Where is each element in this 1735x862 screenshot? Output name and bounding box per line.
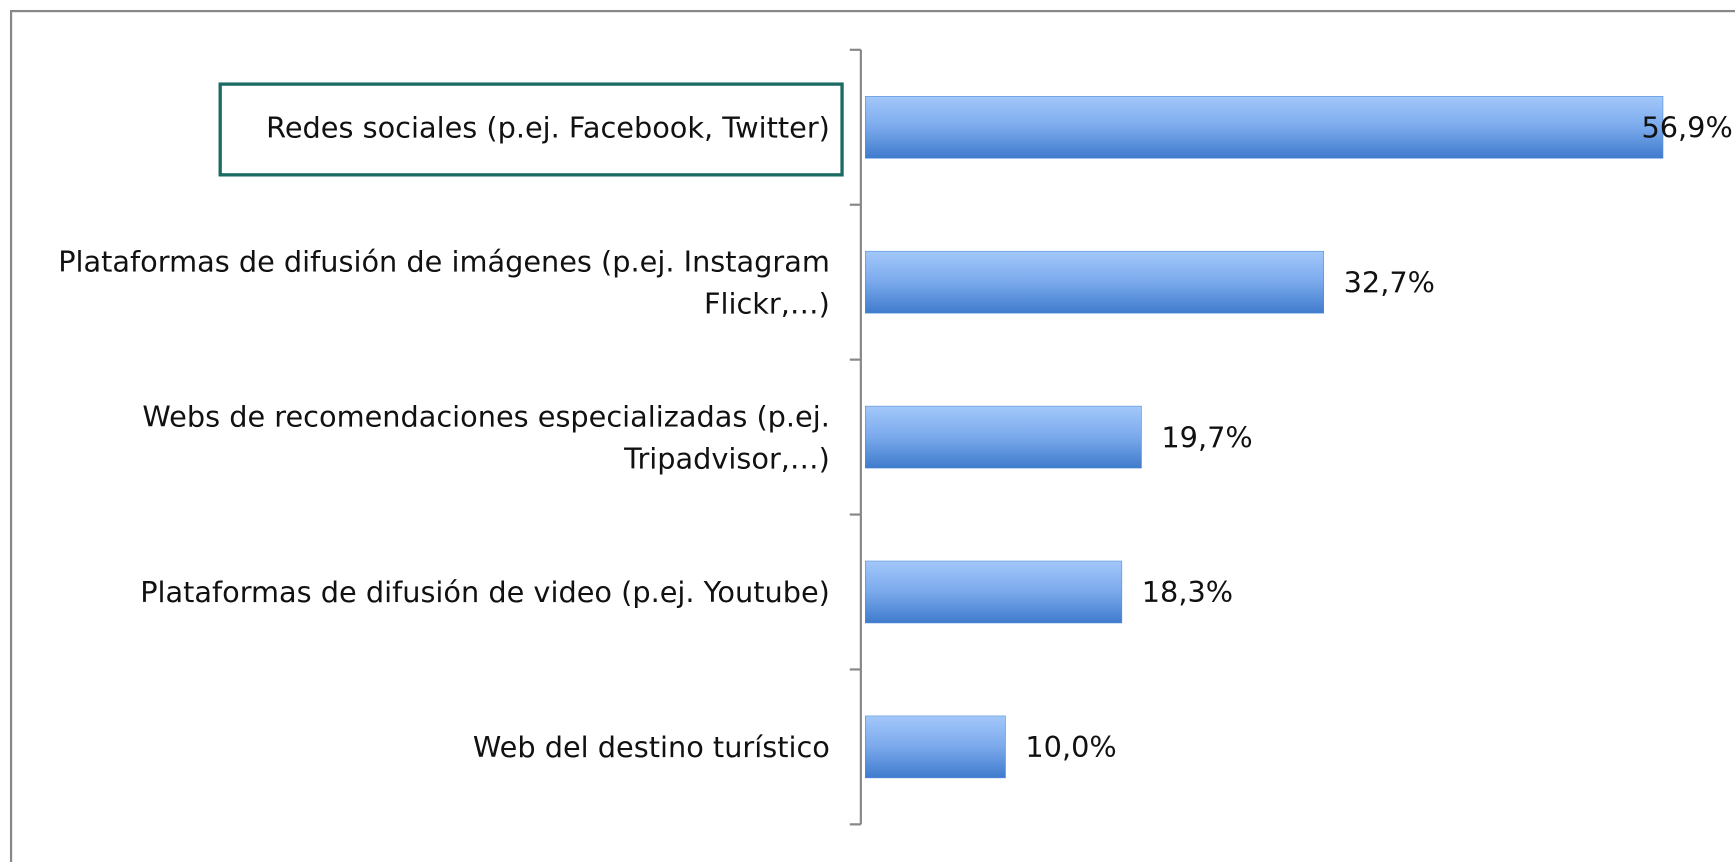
value-label: 19,7% bbox=[1161, 420, 1252, 454]
bar bbox=[865, 715, 1006, 779]
category-label: Web del destino turístico bbox=[473, 730, 830, 764]
category-label: Plataformas de difusión de imágenes (p.e… bbox=[58, 244, 830, 278]
value-label: 56,9% bbox=[1641, 110, 1732, 144]
chart-frame bbox=[9, 9, 1735, 862]
bar bbox=[865, 250, 1324, 314]
category-label: Webs de recomendaciones especializadas (… bbox=[142, 399, 829, 433]
category-label: Tripadvisor,…) bbox=[623, 441, 830, 475]
bar bbox=[865, 560, 1123, 624]
bar bbox=[865, 405, 1142, 469]
category-label: Flickr,…) bbox=[704, 286, 830, 320]
value-label: 18,3% bbox=[1142, 575, 1233, 609]
bar bbox=[865, 96, 1664, 159]
value-label: 10,0% bbox=[1025, 730, 1116, 764]
category-label: Redes sociales (p.ej. Facebook, Twitter) bbox=[266, 110, 830, 144]
highlight-box bbox=[218, 82, 844, 177]
category-label: Plataformas de difusión de video (p.ej. … bbox=[140, 575, 830, 609]
value-label: 32,7% bbox=[1344, 265, 1435, 299]
